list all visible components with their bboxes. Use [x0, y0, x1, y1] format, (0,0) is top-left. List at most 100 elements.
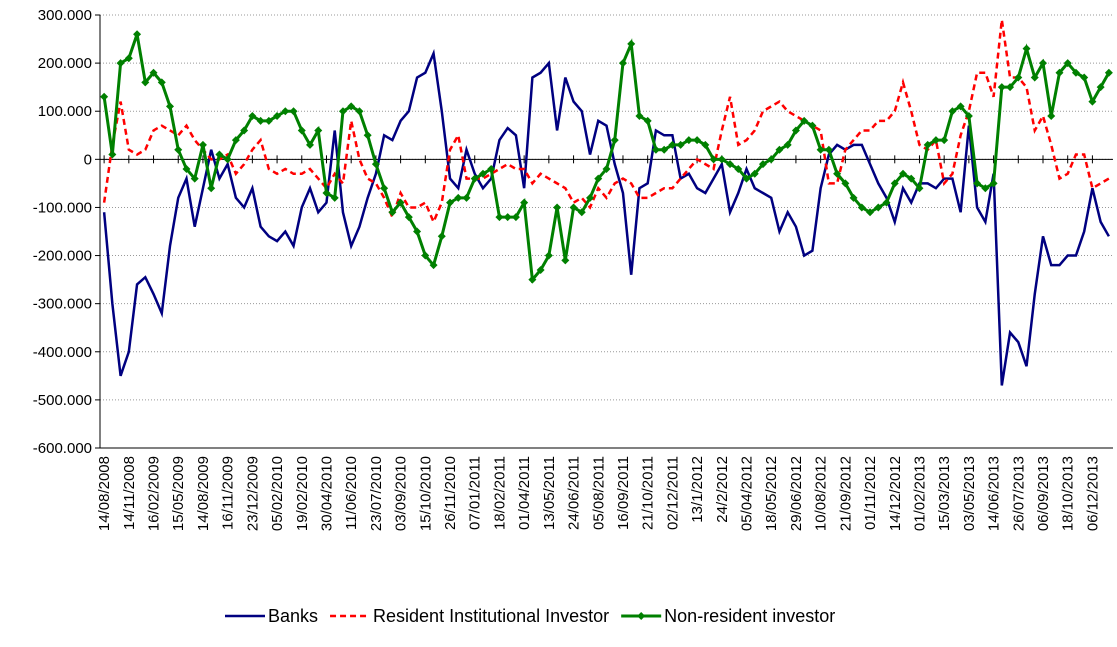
data-point [783, 140, 792, 149]
x-tick-label: 23/07/2010 [368, 456, 385, 531]
data-point [108, 150, 117, 159]
data-point [618, 59, 627, 68]
data-point [1063, 59, 1072, 68]
data-point [577, 208, 586, 217]
x-tick-label: 06/12/2013 [1084, 456, 1101, 531]
data-point [264, 116, 273, 125]
data-point [997, 83, 1006, 92]
data-point [808, 121, 817, 130]
data-point [775, 145, 784, 154]
data-point [981, 184, 990, 193]
data-point [1047, 112, 1056, 121]
x-tick-label: 14/12/2012 [887, 456, 904, 531]
data-point [413, 227, 422, 236]
x-tick-label: 14/08/2009 [195, 456, 212, 531]
data-point [371, 160, 380, 169]
data-point [157, 78, 166, 87]
data-point [701, 140, 710, 149]
data-point [898, 169, 907, 178]
x-tick-label: 23/12/2009 [244, 456, 261, 531]
x-tick-label: 15/05/2009 [170, 456, 187, 531]
data-point [544, 251, 553, 260]
data-point [355, 107, 364, 116]
data-point [594, 174, 603, 183]
data-point [758, 160, 767, 169]
x-tick-label: 02/12/2011 [664, 456, 681, 530]
data-point [1014, 73, 1023, 82]
data-point [215, 150, 224, 159]
data-point [676, 140, 685, 149]
x-tick-label: 16/02/2009 [146, 456, 163, 531]
data-point [948, 107, 957, 116]
x-tick-label: 14/11/2008 [121, 456, 138, 530]
data-point [726, 160, 735, 169]
data-point [1096, 83, 1105, 92]
x-tick-label: 14/06/2013 [986, 456, 1003, 531]
data-point [1022, 44, 1031, 53]
data-point [693, 136, 702, 145]
data-point [866, 208, 875, 217]
data-point [182, 164, 191, 173]
data-point [915, 184, 924, 193]
data-point [602, 164, 611, 173]
data-point [240, 126, 249, 135]
data-point [338, 107, 347, 116]
data-point [824, 145, 833, 154]
x-tick-label: 18/10/2013 [1060, 456, 1077, 531]
data-point [116, 59, 125, 68]
x-tick-label: 11/06/2010 [343, 456, 360, 530]
data-point [742, 174, 751, 183]
data-point [841, 179, 850, 188]
data-point [429, 261, 438, 270]
data-point [857, 203, 866, 212]
x-tick-label: 16/09/2011 [615, 456, 632, 530]
data-point [767, 155, 776, 164]
data-point [520, 198, 529, 207]
data-point [478, 169, 487, 178]
data-point [973, 179, 982, 188]
data-point [141, 78, 150, 87]
data-point [528, 275, 537, 284]
data-point [297, 126, 306, 135]
data-point [651, 145, 660, 154]
x-tick-label: 18/05/2012 [763, 456, 780, 531]
x-tick-label: 05/08/2011 [590, 456, 607, 530]
x-tick-label: 07/01/2011 [467, 456, 484, 530]
y-tick-label: -500.000 [33, 392, 92, 409]
data-point [1088, 97, 1097, 106]
data-point [470, 174, 479, 183]
legend-label: Resident Institutional Investor [373, 606, 609, 626]
data-point [314, 126, 323, 135]
data-point [610, 136, 619, 145]
data-point [635, 112, 644, 121]
data-point [462, 193, 471, 202]
legend-label: Non-resident investor [664, 606, 835, 626]
data-point [569, 203, 578, 212]
data-point [347, 102, 356, 111]
x-tick-label: 18/02/2011 [491, 456, 508, 530]
y-tick-label: -200.000 [33, 248, 92, 265]
data-point [833, 169, 842, 178]
data-point [643, 116, 652, 125]
data-point [717, 155, 726, 164]
series-line [102, 19, 1110, 226]
data-point [956, 102, 965, 111]
data-point [396, 198, 405, 207]
data-point [446, 198, 455, 207]
x-tick-label: 29/06/2012 [788, 456, 805, 531]
y-tick-label: -100.000 [33, 199, 92, 216]
x-tick-label: 26/11/2010 [442, 456, 459, 530]
y-tick-label: -300.000 [33, 296, 92, 313]
data-point [553, 203, 562, 212]
data-point [363, 131, 372, 140]
x-tick-label: 15/10/2010 [417, 456, 434, 531]
data-point [306, 140, 315, 149]
data-point [289, 107, 298, 116]
data-point [923, 140, 932, 149]
data-point [627, 39, 636, 48]
data-point [388, 208, 397, 217]
data-point [536, 265, 545, 274]
data-point [330, 193, 339, 202]
data-point [503, 213, 512, 222]
data-point [1030, 73, 1039, 82]
